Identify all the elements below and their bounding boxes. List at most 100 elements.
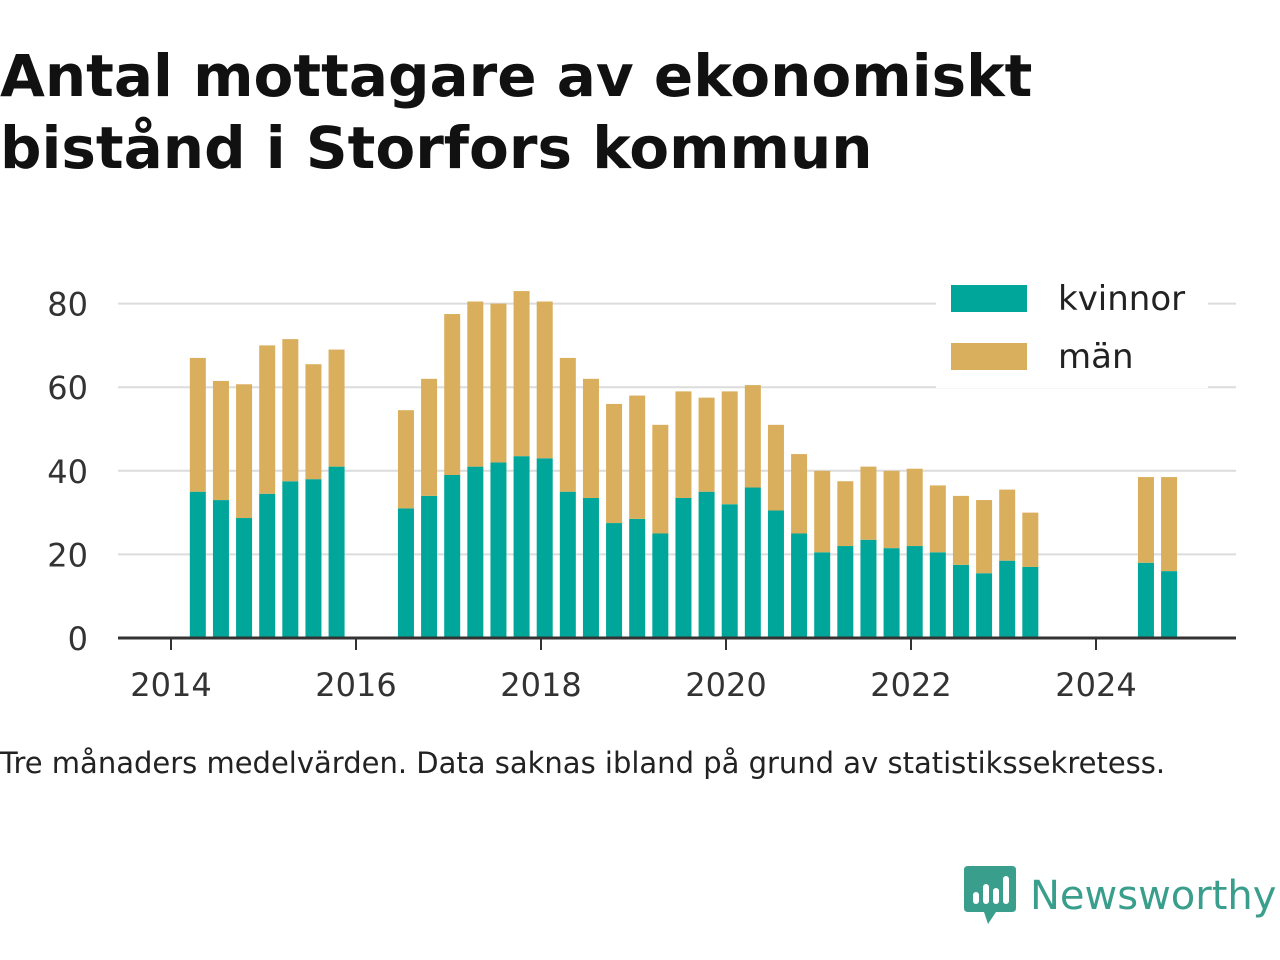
bar-man: [236, 384, 253, 519]
bar-man: [652, 424, 669, 534]
bar-man: [860, 466, 877, 540]
y-tick-label: 0: [68, 620, 88, 658]
newsworthy-logo-icon: [964, 866, 1016, 924]
bar-kvinnor: [259, 493, 276, 638]
bar-man: [513, 291, 530, 457]
bar-kvinnor: [282, 481, 299, 638]
bar-man: [629, 395, 646, 519]
bar-kvinnor: [721, 504, 738, 638]
bar-kvinnor: [814, 552, 831, 638]
x-tick-labels: 2014 2016 2018 2020 2022 2024: [130, 666, 1136, 704]
bar-kvinnor: [744, 487, 761, 638]
bar-man: [282, 339, 299, 482]
bar-man: [929, 485, 946, 553]
bar-man: [536, 301, 553, 459]
x-tick-label: 2018: [500, 666, 581, 704]
bar-kvinnor: [513, 456, 530, 638]
y-tick-label: 80: [47, 286, 88, 324]
x-tick-label: 2024: [1055, 666, 1136, 704]
bar-kvinnor: [559, 491, 576, 638]
bar-kvinnor: [397, 508, 414, 638]
y-tick-label: 20: [47, 536, 88, 574]
y-tick-label: 40: [47, 453, 88, 491]
legend-swatch-kvinnor: [951, 285, 1027, 312]
bar-man: [976, 500, 993, 574]
brand-name: Newsworthy: [1030, 873, 1277, 919]
bar-man: [444, 314, 461, 475]
bar-man: [744, 385, 761, 488]
bar-kvinnor: [929, 552, 946, 638]
bar-man: [675, 391, 692, 498]
bar-man: [559, 357, 576, 492]
bar-kvinnor: [421, 495, 438, 638]
bar-man: [212, 380, 229, 501]
bar-kvinnor: [189, 491, 206, 638]
legend-swatch-man: [951, 343, 1027, 370]
x-tick-label: 2020: [685, 666, 766, 704]
bar-man: [906, 468, 923, 547]
bar-kvinnor: [305, 479, 322, 638]
bar-man: [1137, 477, 1154, 563]
x-tick-label: 2016: [315, 666, 396, 704]
bar-kvinnor: [999, 560, 1016, 638]
bar-man: [189, 357, 206, 492]
bar-man: [999, 489, 1016, 561]
bar-kvinnor: [1022, 566, 1039, 638]
bar-man: [837, 481, 854, 547]
bar-man: [582, 378, 599, 498]
chart-title: Antal mottagare av ekonomiskt bistånd i …: [0, 42, 1033, 182]
bar-man: [606, 403, 623, 524]
x-tick-label: 2014: [130, 666, 211, 704]
bar-kvinnor: [675, 497, 692, 638]
bar-kvinnor: [698, 491, 715, 638]
bar-man: [467, 301, 484, 467]
bar-man: [1161, 477, 1178, 572]
bar-kvinnor: [791, 533, 808, 638]
bar-kvinnor: [629, 518, 646, 638]
brand-logo: Newsworthy: [964, 864, 1276, 928]
bar-kvinnor: [883, 548, 900, 638]
bar-kvinnor: [490, 462, 507, 638]
bar-kvinnor: [212, 500, 229, 638]
legend-label: kvinnor: [1058, 279, 1185, 319]
bar-kvinnor: [467, 466, 484, 638]
bar-man: [814, 470, 831, 553]
bar-man: [791, 454, 808, 534]
stacked-bar-chart: 0 20 40 60 80 2014 2016 2018 2020 2022 2024 kvinn…: [47, 270, 1236, 704]
chart-caption: Tre månaders medelvärden. Data saknas ib…: [0, 746, 1166, 780]
bar-man: [767, 424, 784, 511]
bar-kvinnor: [606, 523, 623, 638]
x-tick-label: 2022: [870, 666, 951, 704]
legend: kvinnor män: [936, 270, 1208, 388]
bar-man: [952, 495, 969, 565]
bar-kvinnor: [976, 573, 993, 638]
bar-kvinnor: [1161, 571, 1178, 638]
bar-kvinnor: [652, 533, 669, 638]
bar-kvinnor: [906, 546, 923, 638]
bars: [189, 291, 1178, 638]
x-axis: [118, 636, 1236, 650]
bar-kvinnor: [536, 458, 553, 638]
bar-kvinnor: [328, 466, 345, 638]
bar-kvinnor: [952, 564, 969, 638]
y-axis: 0 20 40 60 80: [47, 286, 88, 658]
bar-kvinnor: [860, 539, 877, 638]
legend-label: män: [1058, 337, 1134, 377]
bar-man: [698, 397, 715, 492]
bar-kvinnor: [236, 518, 253, 638]
bar-man: [259, 345, 276, 494]
bar-kvinnor: [837, 546, 854, 638]
bar-kvinnor: [767, 510, 784, 638]
bar-kvinnor: [1137, 562, 1154, 638]
y-tick-label: 60: [47, 369, 88, 407]
bar-man: [490, 303, 507, 463]
bar-man: [328, 349, 345, 467]
bar-kvinnor: [582, 497, 599, 638]
bar-man: [721, 391, 738, 505]
bar-man: [305, 364, 322, 480]
bar-man: [421, 378, 438, 496]
bar-kvinnor: [444, 474, 461, 638]
bar-man: [1022, 512, 1039, 567]
bar-man: [883, 470, 900, 549]
bar-man: [397, 410, 414, 509]
